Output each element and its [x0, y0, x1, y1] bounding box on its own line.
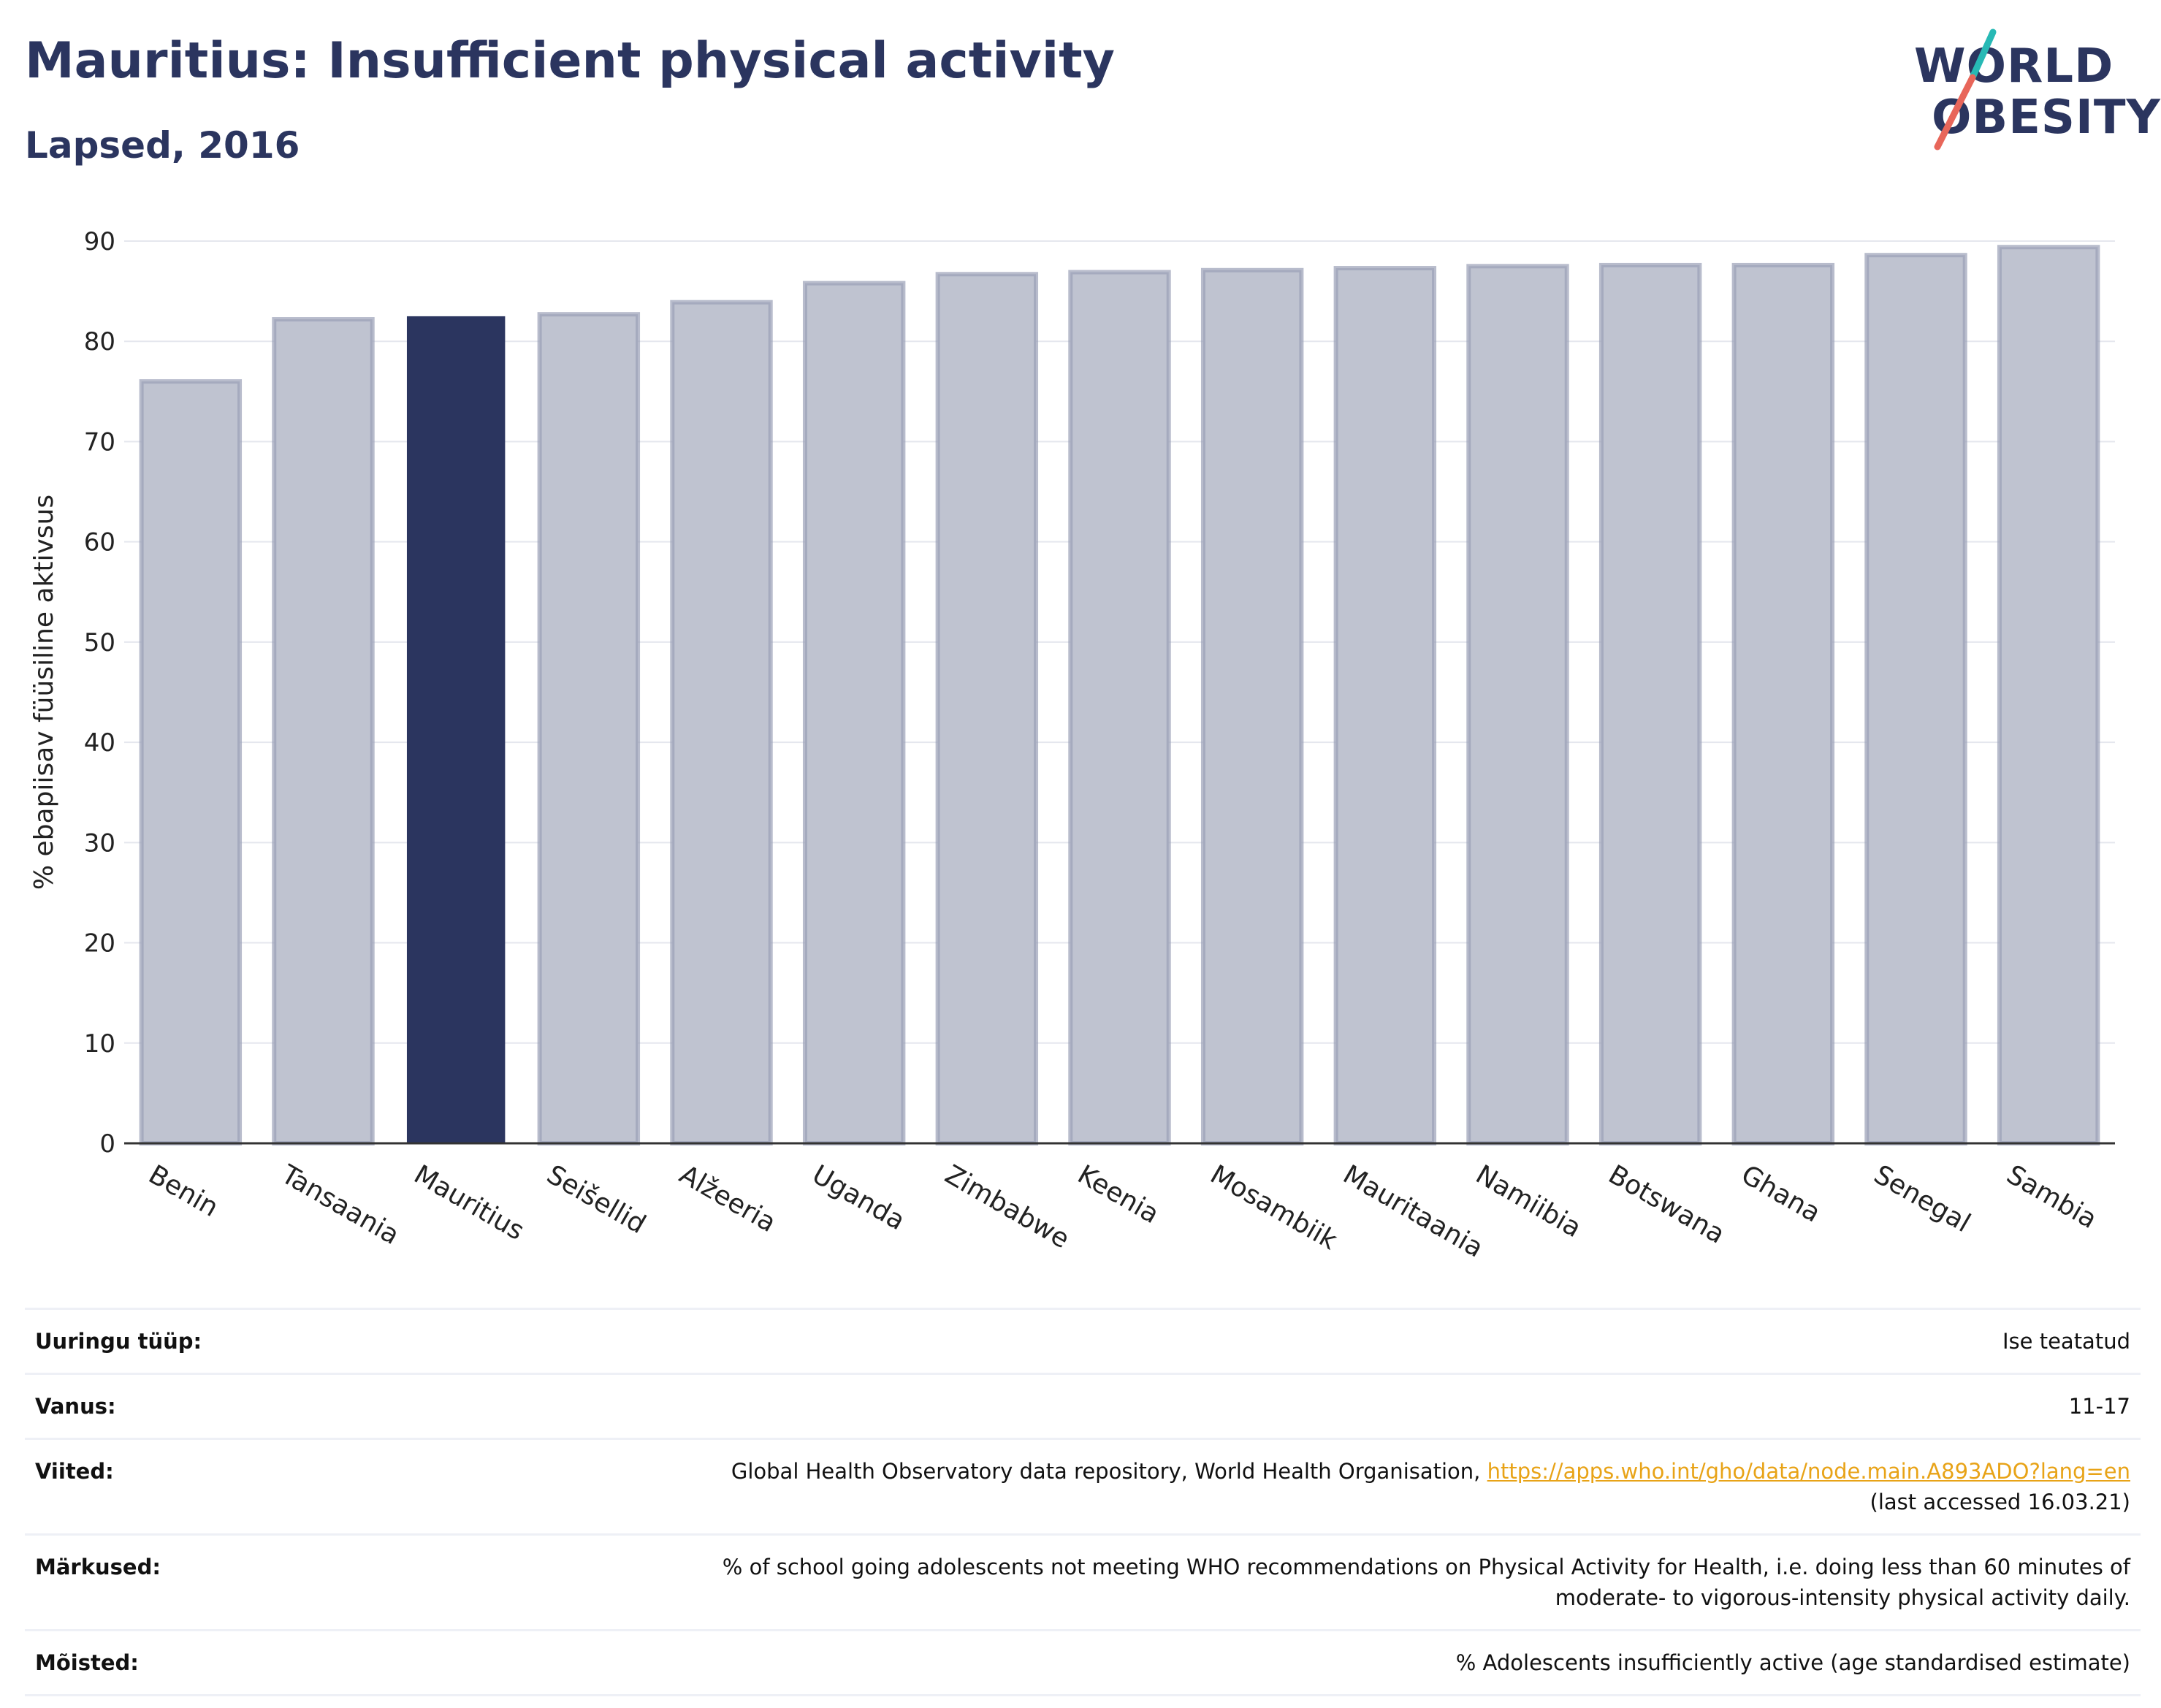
y-tick-label: 90 — [84, 227, 115, 256]
y-tick-label: 20 — [84, 929, 115, 958]
x-tick-label: Mosambiik — [1205, 1159, 1342, 1256]
y-tick-label: 30 — [84, 828, 115, 858]
bar-chart: 0 10 20 30 40 50 60 70 80 90 % ebapiisav füüsiline… — [29, 227, 2115, 1264]
bar-seišellid — [537, 312, 641, 1145]
y-tick-label: 40 — [84, 728, 115, 758]
x-tick-label: Botswana — [1604, 1159, 1730, 1249]
meta-value: % Adolescents insufficiently active (age… — [338, 1629, 2141, 1696]
bar-mauritius — [406, 316, 506, 1143]
bar-senegal — [1864, 253, 1967, 1146]
y-tick-label: 50 — [84, 628, 115, 657]
meta-key: Viited: — [25, 1438, 338, 1535]
meta-key: Mõisted: — [25, 1629, 338, 1696]
bar-keenia — [1068, 270, 1171, 1145]
x-tick-label: Uganda — [807, 1159, 910, 1236]
bar-namiibia — [1466, 264, 1569, 1146]
meta-row-references: Viited: Global Health Observatory data r… — [25, 1438, 2141, 1535]
bar-zimbabwe — [935, 272, 1039, 1146]
meta-value: Ise teatatud — [338, 1308, 2141, 1374]
meta-value: 11-17 — [338, 1373, 2141, 1439]
y-tick-label: 10 — [84, 1029, 115, 1059]
x-tick-label: Sambia — [2002, 1159, 2102, 1235]
x-tick-label: Ghana — [1736, 1159, 1825, 1228]
bar-tansaania — [272, 317, 375, 1146]
y-tick-label: 0 — [99, 1129, 115, 1159]
bar-mosambiik — [1200, 267, 1304, 1146]
meta-key: Vanus: — [25, 1373, 338, 1439]
y-tick-label: 60 — [84, 528, 115, 557]
meta-key: Uuringu tüüp: — [25, 1308, 338, 1374]
reference-link[interactable]: https://apps.who.int/gho/data/node.main.… — [1487, 1459, 2130, 1484]
bar-botswana — [1598, 262, 1702, 1145]
x-tick-label: Seišellid — [541, 1159, 650, 1240]
x-tick-label: Keenia — [1072, 1159, 1164, 1229]
notes-text-cont: moderate- to vigorous-intensity physical… — [1555, 1585, 2130, 1610]
x-tick-label: Mauritaania — [1338, 1159, 1488, 1263]
metadata-table: Uuringu tüüp: Ise teatatud Vanus: 11-17 … — [25, 1308, 2141, 1696]
chart-subtitle: Lapsed, 2016 — [25, 124, 300, 167]
x-tick-label: Benin — [143, 1159, 223, 1223]
y-tick-label: 80 — [84, 327, 115, 357]
chart-title: Mauritius: Insufficient physical activit… — [25, 32, 1115, 90]
bar-alžeeria — [670, 300, 773, 1145]
bar-mauritaania — [1333, 266, 1437, 1145]
meta-row-notes: Märkused: % of school going adolescents … — [25, 1533, 2141, 1631]
logo-slash-icon — [1934, 28, 1997, 150]
meta-row-survey-type: Uuringu tüüp: Ise teatatud — [25, 1308, 2141, 1374]
logo-text-world: WORLD — [1914, 39, 2114, 94]
bar-uganda — [802, 281, 906, 1146]
x-tick-label: Tansaania — [275, 1159, 404, 1251]
y-axis-label: % ebapiisav füüsiline aktivsus — [29, 495, 59, 890]
bar-benin — [139, 379, 243, 1146]
reference-text: Global Health Observatory data repositor… — [731, 1459, 1487, 1484]
meta-key: Märkused: — [25, 1533, 338, 1631]
world-obesity-logo: WORLD OBESITY — [1899, 26, 2160, 158]
meta-row-age: Vanus: 11-17 — [25, 1373, 2141, 1439]
meta-value: Global Health Observatory data repositor… — [338, 1438, 2141, 1535]
bar-ghana — [1731, 262, 1835, 1145]
x-tick-label: Zimbabwe — [940, 1159, 1074, 1254]
y-tick-label: 70 — [84, 427, 115, 457]
bar-sambia — [1997, 245, 2100, 1146]
logo-text-obesity: OBESITY — [1932, 91, 2161, 145]
meta-row-definitions: Mõisted: % Adolescents insufficiently ac… — [25, 1629, 2141, 1696]
x-tick-label: Mauritius — [409, 1159, 530, 1246]
meta-value: % of school going adolescents not meetin… — [338, 1533, 2141, 1631]
x-tick-label: Namiibia — [1471, 1159, 1586, 1243]
x-tick-label: Senegal — [1869, 1159, 1975, 1238]
notes-text: % of school going adolescents not meetin… — [722, 1555, 2130, 1579]
reference-accessed: (last accessed 16.03.21) — [1870, 1490, 2130, 1514]
x-tick-label: Alžeeria — [674, 1159, 781, 1238]
